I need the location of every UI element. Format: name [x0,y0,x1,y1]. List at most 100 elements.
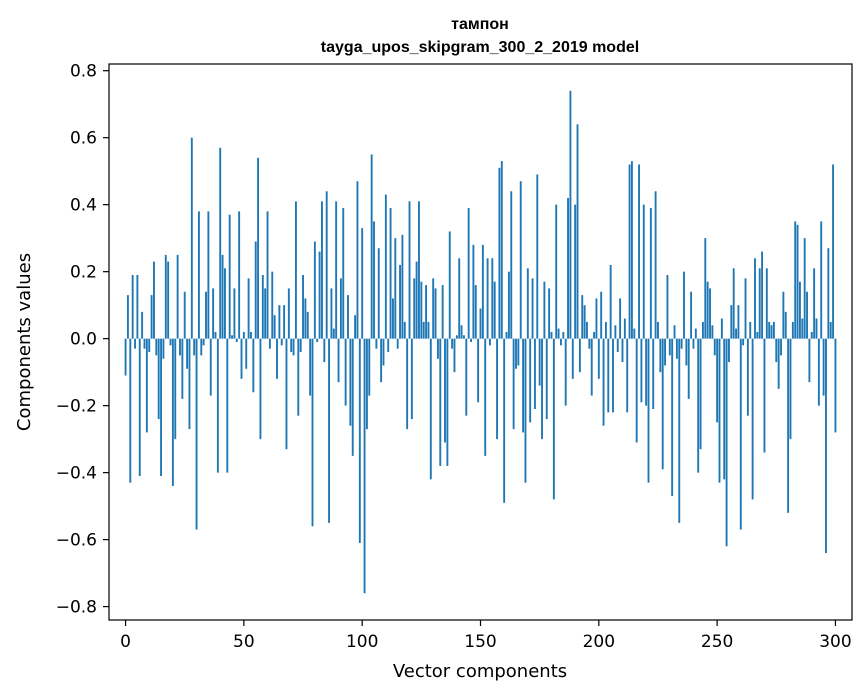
x-tick-label: 100 [346,632,378,652]
bar [524,338,527,483]
bar [751,338,754,500]
bar [444,338,446,443]
bar [160,338,162,476]
bar [765,268,768,339]
bar [413,278,416,339]
bar [420,281,423,339]
bar [195,338,198,530]
bar [716,338,719,423]
bar [699,338,702,450]
bar [739,338,742,530]
bar [784,311,787,339]
bar [373,221,375,339]
bar [387,338,390,353]
bar [709,288,711,339]
x-tick-label: 200 [583,632,615,652]
bar [491,258,494,339]
bar [645,338,648,406]
bar [240,338,243,379]
bar [257,157,260,339]
bar [169,338,172,346]
bar [586,321,588,339]
bar [616,338,619,353]
bar [193,338,196,356]
bar [434,288,437,339]
bar [124,338,127,376]
bar [460,325,463,339]
bar [290,338,293,353]
bar [633,328,636,339]
x-axis-label: Vector components [393,661,567,682]
bar [377,248,380,339]
bar [418,201,420,339]
bar [555,204,558,339]
bar [619,298,622,339]
bar [408,201,411,339]
bar [325,191,328,339]
bar [496,338,499,440]
bar [654,191,657,339]
bar [562,331,565,339]
bar [612,338,614,413]
y-tick-label: −0.8 [56,598,97,618]
bar [675,338,678,359]
bar [806,291,808,339]
bar [129,338,132,483]
bar [382,338,385,366]
bar [609,264,612,339]
bar [735,328,737,339]
y-tick-label: −0.6 [56,531,97,551]
bar [200,338,203,356]
bar [479,308,482,339]
bar [813,268,816,339]
bar [541,338,543,440]
bar [406,338,409,430]
bar [245,338,248,369]
bar [335,201,338,339]
bar [486,258,489,339]
bar [510,191,513,339]
bar [628,164,631,339]
bar [186,338,189,369]
bar [474,285,477,339]
bar [436,338,439,359]
y-tick-label: 0.6 [70,129,97,149]
bar [458,258,461,339]
bar [337,338,340,383]
bar [531,278,534,339]
bar [552,338,555,500]
bar [429,338,432,480]
bar [746,338,749,416]
bar [728,338,730,363]
bar [519,181,522,339]
bar [706,281,709,339]
bar [368,338,371,396]
bar [392,298,394,339]
bars-group [124,90,837,594]
bar [439,338,442,466]
bar [638,164,640,339]
bar [787,338,790,513]
bar [548,288,551,339]
x-tick-label: 250 [701,632,733,652]
bar [817,338,820,406]
bar [543,281,546,339]
bar [711,325,714,339]
bar [451,338,454,349]
bar [593,331,596,339]
bar [171,338,174,487]
bar [356,181,359,339]
bar [737,305,740,339]
bar [680,338,683,349]
bar [820,221,823,339]
bar [188,338,191,430]
bar [354,315,357,339]
bar [330,288,333,339]
bar [732,268,735,339]
y-axis-label: Components values [14,253,35,431]
bar [410,338,413,420]
bar [768,321,771,339]
bar [472,244,475,339]
bar [399,264,401,339]
bar [545,338,548,420]
